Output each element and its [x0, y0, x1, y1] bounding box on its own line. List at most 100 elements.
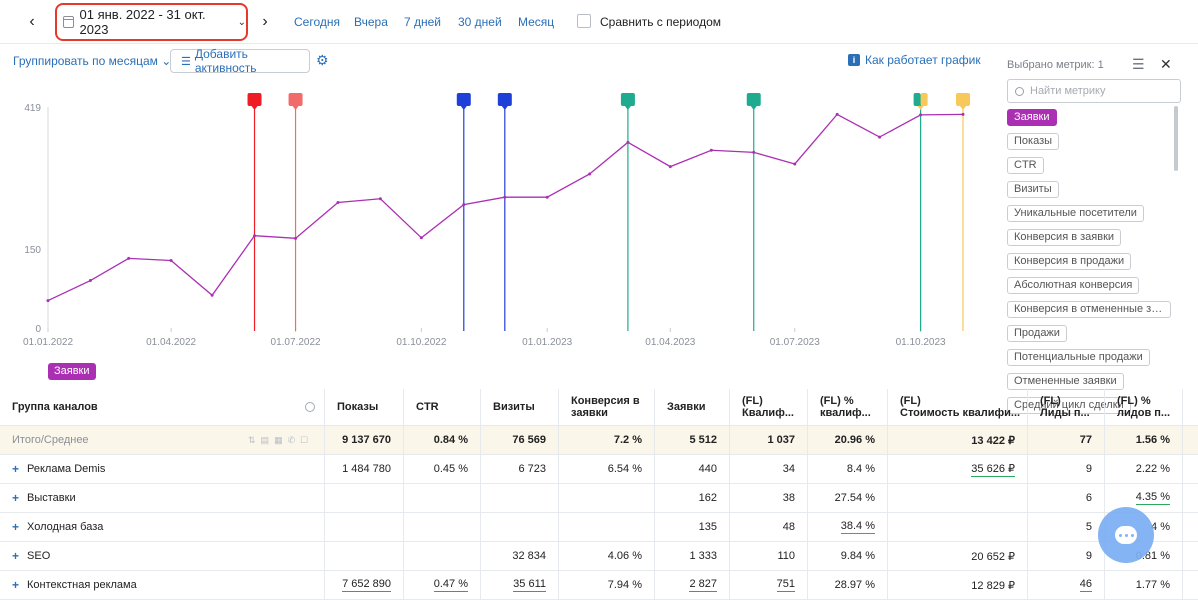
chevron-left-icon[interactable]: ‹ [29, 13, 35, 30]
date-range-label: 01 янв. 2022 - 31 окт. 2023 [79, 7, 206, 37]
column-header-label: квалиф... [820, 407, 871, 419]
column-header[interactable]: Заявки [655, 389, 730, 425]
metric-chip[interactable]: Потенциальные продажи [1007, 349, 1150, 366]
column-header[interactable]: Конверсия в заявки [559, 389, 655, 425]
table-cell: 12 829 ₽ [888, 571, 1028, 599]
expand-icon[interactable]: + [12, 491, 20, 505]
activity-marker [956, 93, 970, 106]
data-point [378, 197, 382, 201]
table-row[interactable]: + Выставки 162 38 27.54 % 6 4.35 % [0, 484, 1198, 513]
sort-icon[interactable]: ☐ [300, 434, 309, 445]
chevron-right-icon[interactable]: › [262, 13, 268, 30]
activity-pin [460, 106, 467, 110]
column-header[interactable]: Показы [325, 389, 404, 425]
metric-chip[interactable]: Отмененные заявки [1007, 373, 1124, 390]
cell-value: 28.97 % [834, 579, 875, 591]
quick-month[interactable]: Месяц [518, 15, 555, 29]
expand-icon[interactable]: + [12, 549, 20, 563]
gear-icon[interactable]: ⚙ [316, 52, 329, 68]
metric-chip[interactable]: Продажи [1007, 325, 1067, 342]
metric-chip[interactable]: Конверсия в заявки [1007, 229, 1122, 246]
column-header[interactable]: (FL) Стоимость квалифи... [888, 389, 1028, 425]
cell-value: 1 484 780 [342, 463, 391, 475]
table-cell: 6 [1028, 484, 1105, 512]
column-header-label: (FL) [1040, 395, 1061, 407]
metric-chip[interactable]: Показы [1007, 133, 1060, 150]
total-row: Итого/Среднее ⇅ ▤ ▦ ✆ ☐ 9 137 670 0.84 % 76 569 7… [0, 426, 1198, 455]
metric-chip[interactable]: Абсолютная конверсия [1007, 277, 1140, 294]
cell-value: 135 [698, 521, 717, 533]
data-point [294, 236, 298, 240]
table-cell [888, 513, 1028, 541]
scrollbar[interactable] [1174, 106, 1178, 171]
quick-today[interactable]: Сегодня [294, 15, 340, 29]
x-tick-label: 01.04.2022 [146, 337, 196, 348]
column-header-label: Лиды п... [1040, 407, 1090, 419]
sort-icon[interactable]: ▤ [260, 434, 270, 445]
quick-7-days[interactable]: 7 дней [404, 15, 442, 29]
close-icon[interactable]: ✕ [1160, 56, 1172, 72]
sort-icons[interactable]: ⇅ ▤ ▦ ✆ ☐ [248, 426, 308, 454]
column-header[interactable]: (FL) % квалиф... [808, 389, 888, 425]
metric-chip[interactable]: Средний цикл сделки [1007, 397, 1131, 414]
data-point [210, 293, 214, 297]
expand-icon[interactable]: + [12, 520, 20, 534]
cell-value: 440 [698, 463, 717, 475]
column-header[interactable]: (FL) % лидов п... [1105, 389, 1183, 425]
column-header[interactable]: CTR [404, 389, 481, 425]
compare-checkbox[interactable] [577, 14, 591, 28]
column-header[interactable]: Визиты [481, 389, 559, 425]
chat-widget-button[interactable] [1098, 507, 1154, 563]
cell-value: 2.22 % [1135, 463, 1170, 475]
metric-chip[interactable]: Заявки [1007, 109, 1057, 126]
table-cell [559, 484, 655, 512]
metric-chip[interactable]: Конверсия в отмененные заявки [1007, 301, 1171, 318]
quick-30-days[interactable]: 30 дней [458, 15, 502, 29]
group-by-dropdown[interactable]: Группировать по месяцам ⌄ [13, 54, 171, 68]
table-row[interactable]: + Реклама Demis 1 484 780 0.45 % 6 723 6.54 %… [0, 455, 1198, 484]
column-header[interactable]: (FL) Лиды п... [1028, 389, 1105, 425]
activity-pin [917, 106, 924, 110]
cell-value: 751 [776, 578, 795, 592]
chart-toolbar: Группировать по месяцам ⌄ ☰ Добавить акт… [0, 44, 1000, 80]
column-header[interactable]: Группа каналов [0, 389, 325, 425]
expand-icon[interactable]: + [12, 462, 20, 476]
quick-yesterday[interactable]: Вчера [354, 15, 388, 29]
legend-series-tag[interactable]: Заявки [48, 363, 96, 380]
table-cell [404, 542, 481, 570]
metric-chip[interactable]: CTR [1007, 157, 1044, 174]
table-cell: 110 [730, 542, 808, 570]
row-label: SEO [27, 550, 51, 562]
activity-marker [288, 93, 303, 106]
search-icon [1015, 86, 1024, 96]
column-header-label: лидов п... [1117, 407, 1171, 419]
table-cell: 0.45 % [404, 455, 481, 483]
how-graph-link[interactable]: i Как работает график [848, 53, 981, 67]
column-header-label: заявки [571, 407, 608, 419]
table-cell: 135 [655, 513, 730, 541]
table-cell [325, 484, 404, 512]
x-tick-label: 01.04.2023 [645, 337, 695, 348]
sort-icon[interactable]: ⇅ [248, 434, 256, 445]
metric-search-input[interactable] [1030, 85, 1170, 97]
table-cell [559, 513, 655, 541]
date-range-picker[interactable]: 01 янв. 2022 - 31 окт. 2023 ⌄ [55, 3, 248, 41]
chevron-down-icon: ⌄ [237, 16, 246, 28]
table-cell: 162 [655, 484, 730, 512]
metric-chip[interactable]: Уникальные посетители [1007, 205, 1144, 222]
column-header[interactable]: (FL) Квалиф... [730, 389, 808, 425]
search-icon[interactable] [305, 402, 315, 412]
add-activity-button[interactable]: ☰ Добавить активность [170, 47, 310, 75]
sort-icon[interactable]: ▦ [274, 434, 283, 445]
sort-icon[interactable]: ✆ [287, 434, 296, 445]
cell-value: 110 [777, 550, 795, 562]
metric-chip[interactable]: Конверсия в продажи [1007, 253, 1132, 270]
activity-pin [960, 106, 966, 110]
table-row[interactable]: + Контекстная реклама 7 652 890 0.47 % 35 61… [0, 571, 1198, 600]
metric-chip[interactable]: Визиты [1007, 181, 1059, 198]
expand-icon[interactable]: + [12, 578, 20, 592]
metric-search [1007, 79, 1181, 103]
table-row[interactable]: + Холодная база 135 48 38.4 % 5 4 % [0, 513, 1198, 542]
list-icon[interactable]: ☰ [1132, 56, 1145, 72]
table-row[interactable]: + SEO 32 834 4.06 % 1 333 110 9.84 % 20 652 ₽9 0… [0, 542, 1198, 571]
